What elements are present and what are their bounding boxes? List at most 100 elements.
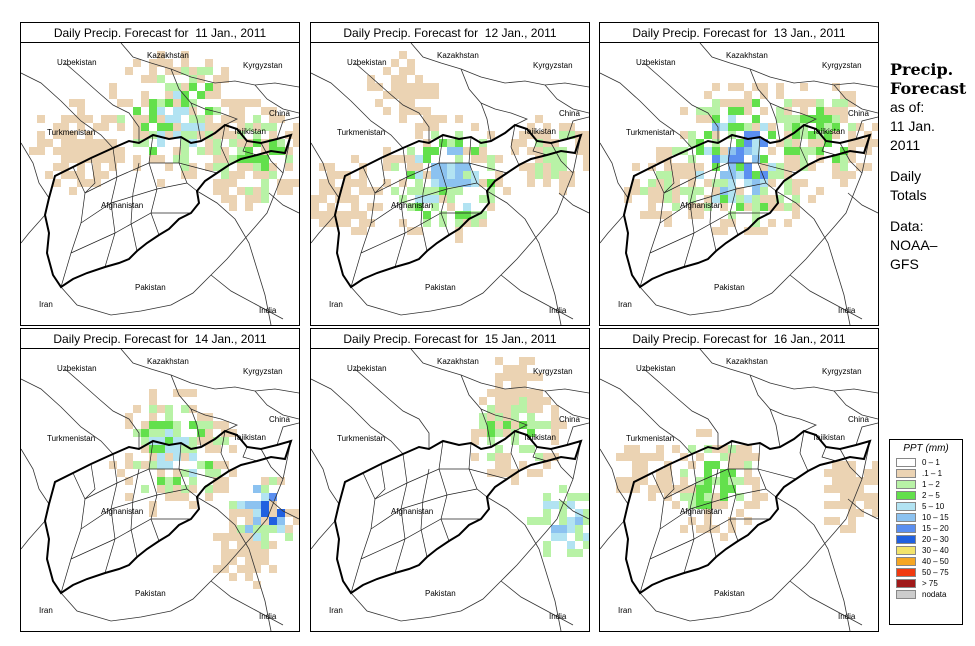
precip-cell	[157, 445, 165, 453]
country-border	[480, 408, 492, 448]
precip-cell	[784, 171, 792, 179]
precip-cell	[848, 477, 856, 485]
precip-cell	[720, 147, 728, 155]
precip-cell	[407, 163, 415, 171]
precip-cell	[77, 163, 85, 171]
precip-cell	[688, 163, 696, 171]
precip-cell	[399, 99, 407, 107]
country-border	[544, 390, 589, 420]
precip-cell	[277, 517, 285, 525]
panel-title: Daily Precip. Forecast for 13 Jan., 2011	[600, 23, 878, 43]
map-label-china: China	[559, 415, 580, 424]
legend-swatch	[896, 568, 916, 577]
precip-cell	[640, 211, 648, 219]
precip-cell	[69, 131, 77, 139]
precip-cell	[479, 179, 487, 187]
precip-cell	[189, 75, 197, 83]
precip-cell	[664, 469, 672, 477]
precip-cell	[165, 91, 173, 99]
precip-cell	[29, 147, 37, 155]
precip-cell	[840, 99, 848, 107]
precip-cell	[45, 139, 53, 147]
precip-cell	[197, 91, 205, 99]
precip-cell	[832, 163, 840, 171]
precip-cell	[495, 413, 503, 421]
precip-cell	[189, 123, 197, 131]
precip-cell	[213, 179, 221, 187]
precip-cell	[720, 445, 728, 453]
precip-cell	[696, 525, 704, 533]
precip-cell	[632, 461, 640, 469]
precip-cell	[784, 131, 792, 139]
precip-cell	[784, 163, 792, 171]
precip-cell	[696, 147, 704, 155]
precip-cell	[792, 99, 800, 107]
precip-cell	[173, 155, 181, 163]
precip-cell	[736, 453, 744, 461]
precip-cell	[221, 99, 229, 107]
precip-cell	[391, 59, 399, 67]
precip-cell	[149, 509, 157, 517]
precip-cell	[149, 397, 157, 405]
precip-cell	[559, 171, 567, 179]
precip-cell	[567, 541, 575, 549]
precip-cell	[664, 211, 672, 219]
precip-cell	[229, 195, 237, 203]
precip-cell	[720, 187, 728, 195]
precip-cell	[720, 171, 728, 179]
precip-cell	[319, 211, 327, 219]
precip-cell	[736, 155, 744, 163]
precip-cell	[736, 123, 744, 131]
country-border	[460, 374, 528, 432]
province-border	[60, 472, 86, 594]
precip-cell	[752, 155, 760, 163]
precip-cell	[632, 163, 640, 171]
precip-cell	[213, 445, 221, 453]
precip-cell	[551, 429, 559, 437]
panel-title: Daily Precip. Forecast for 14 Jan., 2011	[21, 329, 299, 349]
precip-cell	[343, 187, 351, 195]
precip-cell	[173, 91, 181, 99]
precip-cell	[101, 171, 109, 179]
precip-cell	[261, 477, 269, 485]
map-label-turkmenistan: Turkmenistan	[47, 128, 95, 137]
precip-cell	[495, 357, 503, 365]
precip-cell	[157, 453, 165, 461]
country-border	[600, 214, 625, 244]
precip-cell	[527, 413, 535, 421]
map-label-india: India	[549, 612, 567, 621]
precip-cell	[213, 485, 221, 493]
precip-cell	[712, 107, 720, 115]
province-border	[663, 162, 797, 194]
precip-cell	[253, 541, 261, 549]
precip-cell	[656, 187, 664, 195]
precip-cell	[205, 485, 213, 493]
precip-cell	[399, 83, 407, 91]
precip-cell	[463, 219, 471, 227]
precip-cell	[189, 389, 197, 397]
precip-cell	[551, 525, 559, 533]
precip-cell	[752, 187, 760, 195]
precip-cell	[165, 445, 173, 453]
country-border	[643, 62, 719, 143]
precip-cell	[864, 147, 872, 155]
precip-cell	[664, 485, 672, 493]
precip-cell	[704, 525, 712, 533]
precip-cell	[832, 123, 840, 131]
precip-cell	[824, 139, 832, 147]
precip-cell	[704, 445, 712, 453]
precip-cell	[229, 501, 237, 509]
precip-cell	[221, 541, 229, 549]
precip-cell	[245, 517, 253, 525]
afghanistan-outline	[622, 123, 872, 289]
precip-cell	[792, 195, 800, 203]
map-label-pakistan: Pakistan	[135, 283, 166, 292]
province-border	[242, 140, 258, 156]
precip-cell	[173, 421, 181, 429]
precip-cell	[471, 437, 479, 445]
precip-cell	[285, 163, 293, 171]
precip-cell	[800, 179, 808, 187]
precip-cell	[213, 163, 221, 171]
precip-cell	[407, 187, 415, 195]
precip-cell	[407, 155, 415, 163]
